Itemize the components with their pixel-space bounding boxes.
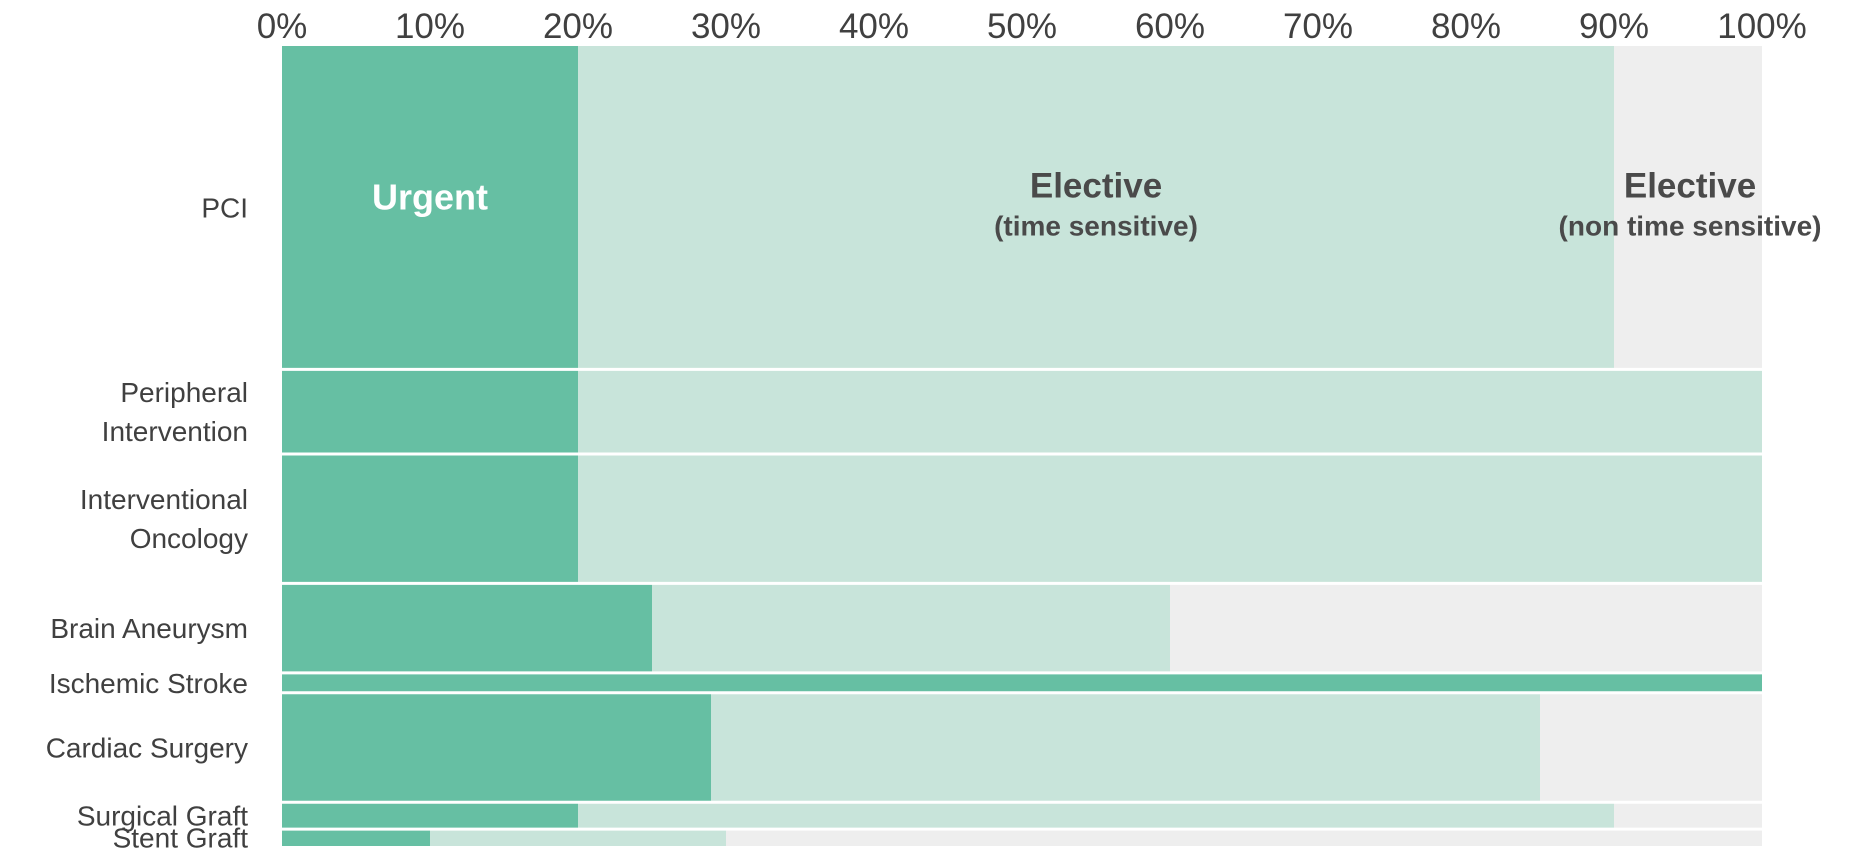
x-tick-label: 10% (395, 7, 465, 46)
bar-segment (652, 583, 1170, 673)
x-tick-label: 40% (839, 7, 909, 46)
x-axis-ticks: 0% 10% 20% 30% 40% 50% 60% 70% 80% 90% 100% (257, 7, 1807, 46)
bars (282, 46, 1762, 846)
x-tick-label: 80% (1431, 7, 1501, 46)
category-label-line: PCI (201, 193, 248, 224)
bar-segment (1170, 583, 1762, 673)
category-label: Surgical Graft (77, 801, 248, 832)
x-tick-label: 60% (1135, 7, 1205, 46)
x-tick-label: 100% (1717, 7, 1807, 46)
category-label-line: Brain Aneurysm (50, 613, 248, 644)
x-tick-label: 30% (691, 7, 761, 46)
category-label-line: Stent Graft (113, 823, 249, 854)
bar-segment (578, 46, 1614, 370)
category-label: Interventional Oncology (80, 484, 248, 554)
annotation-subtitle: (time sensitive) (994, 211, 1198, 242)
category-label: PCI (201, 193, 248, 224)
bar-segment (282, 692, 712, 803)
category-label: Brain Aneurysm (50, 613, 248, 644)
category-label-line: Surgical Graft (77, 801, 248, 832)
bar-segment (578, 453, 1762, 584)
annotation-title: Elective (1624, 167, 1756, 206)
annotation-title: Elective (1030, 167, 1162, 206)
bar-segment (578, 802, 1614, 830)
bar-segment (282, 829, 430, 846)
bar-segment (282, 583, 652, 673)
category-label-line: Ischemic Stroke (49, 668, 248, 699)
category-label-line: Intervention (102, 416, 248, 447)
bar-segment (282, 453, 578, 584)
category-label: Ischemic Stroke (49, 668, 248, 699)
x-tick-label: 20% (543, 7, 613, 46)
bar-segment (711, 692, 1540, 803)
category-label-line: Cardiac Surgery (46, 732, 248, 763)
bar-segment (1540, 692, 1762, 803)
category-label: Stent Graft (113, 823, 249, 854)
annotation-urgent: Urgent (372, 177, 488, 218)
bar-segment (726, 829, 1762, 846)
category-labels: PCI Peripheral Intervention Interventional O… (46, 193, 249, 854)
category-label: Cardiac Surgery (46, 732, 248, 763)
x-tick-label: 90% (1579, 7, 1649, 46)
annotation-subtitle: (non time sensitive) (1559, 211, 1822, 242)
bar-segment (282, 802, 578, 830)
segment-annotations: Urgent Elective (time sensitive) Elective (n… (372, 167, 1821, 242)
bar-segment (1614, 46, 1762, 370)
bar-segment (282, 369, 578, 454)
x-tick-label: 0% (257, 7, 308, 46)
category-label-line: Peripheral (120, 377, 248, 408)
bar-segment (1614, 802, 1762, 830)
bar-segment (282, 46, 578, 370)
bar-segment (578, 369, 1762, 454)
x-tick-label: 70% (1283, 7, 1353, 46)
row-separators (282, 367, 1762, 831)
category-label-line: Interventional (80, 484, 248, 515)
bar-segment (282, 672, 1762, 693)
x-tick-label: 50% (987, 7, 1057, 46)
bar-segment (430, 829, 726, 846)
category-label: Peripheral Intervention (102, 377, 248, 447)
category-label-line: Oncology (130, 523, 248, 554)
